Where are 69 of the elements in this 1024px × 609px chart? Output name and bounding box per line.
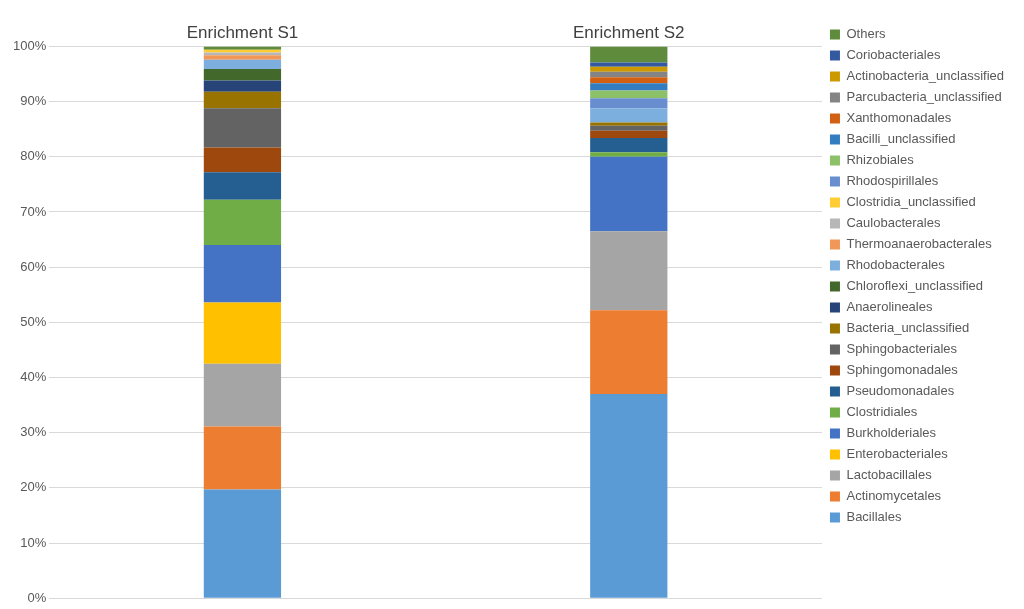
legend-label: Xanthomonadales	[846, 110, 952, 126]
y-tick-label: 10%	[20, 534, 47, 550]
bar	[203, 199, 282, 246]
legend-label: Caulobacterales	[846, 215, 941, 231]
legend-label: Clostridiales	[846, 404, 918, 420]
legend-label: Rhodobacterales	[846, 257, 946, 273]
bar	[590, 46, 668, 63]
y-tick-label: 20%	[20, 479, 47, 495]
legend-label: Anaerolineales	[846, 299, 933, 315]
legend-label: Sphingomonadales	[846, 362, 959, 378]
y-tick-label: 70%	[20, 203, 47, 219]
y-tick-label: 40%	[20, 369, 47, 385]
y-tick-label: 50%	[20, 313, 47, 329]
legend-label: Clostridia_unclassified	[846, 194, 976, 210]
bar	[590, 98, 668, 109]
bar	[590, 394, 668, 598]
legend-label: Chloroflexi_unclassified	[846, 278, 984, 294]
bar	[203, 245, 282, 303]
bar	[203, 302, 282, 364]
legend-label: Lactobacillales	[846, 467, 933, 483]
bar	[590, 122, 668, 126]
legend-label: Others	[846, 26, 886, 42]
legend-label: Enterobacteriales	[846, 446, 949, 462]
y-tick-label: 0%	[27, 589, 47, 605]
bar	[590, 108, 668, 123]
bar	[203, 172, 282, 200]
bar	[590, 125, 668, 131]
bar	[590, 310, 668, 395]
legend-label: Bacteria_unclassified	[846, 320, 970, 336]
bar	[590, 130, 668, 138]
legend-label: Bacillales	[846, 509, 902, 525]
bar	[590, 231, 668, 311]
bar	[590, 83, 668, 91]
x-tick-label: Enrichment S1	[186, 22, 299, 42]
y-tick-label: 90%	[20, 93, 47, 109]
legend-label: Rhizobiales	[846, 152, 915, 168]
legend-label: Pseudomonadales	[846, 383, 955, 399]
bar	[203, 108, 282, 148]
bar	[203, 426, 282, 490]
bar	[590, 66, 668, 72]
y-tick-label: 100%	[13, 37, 47, 53]
bar	[203, 69, 282, 81]
bar	[203, 91, 282, 109]
bar	[203, 55, 282, 60]
legend-label: Actinobacteria_unclassified	[846, 68, 1005, 84]
bar	[203, 147, 282, 173]
x-tick-label: Enrichment S2	[573, 22, 685, 42]
bar	[590, 156, 668, 232]
legend-label: Coriobacteriales	[846, 47, 941, 63]
legend-label: Rhodospirillales	[846, 173, 939, 189]
legend-label: Actinomycetales	[846, 488, 942, 504]
bar	[590, 90, 668, 99]
bar	[590, 62, 668, 67]
bar	[590, 138, 668, 153]
bar	[590, 77, 668, 84]
legend-label: Thermoanaerobacterales	[846, 236, 993, 252]
bar	[203, 363, 282, 427]
bar	[203, 59, 282, 70]
bar	[590, 152, 668, 157]
legend-label: Bacilli_unclassified	[846, 131, 956, 147]
y-tick-label: 80%	[20, 148, 47, 164]
y-tick-label: 60%	[20, 258, 47, 274]
bar	[203, 489, 282, 598]
y-tick-label: 30%	[20, 424, 47, 440]
legend-label: Burkholderiales	[846, 425, 937, 441]
bar	[203, 80, 282, 92]
legend-label: Parcubacteria_unclassified	[846, 89, 1002, 105]
bar	[590, 71, 668, 78]
legend-label: Sphingobacteriales	[846, 341, 958, 357]
